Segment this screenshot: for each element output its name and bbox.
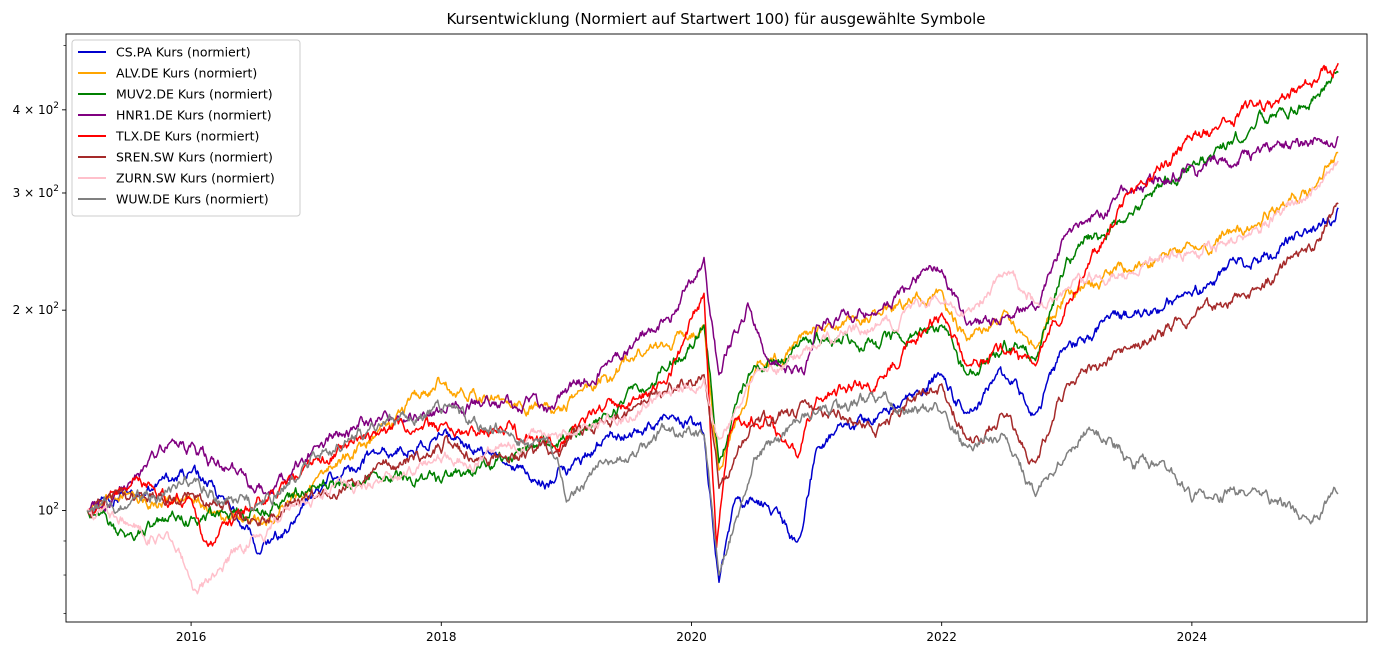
legend-label: HNR1.DE Kurs (normiert) bbox=[116, 108, 272, 123]
plot-area bbox=[86, 62, 1339, 595]
axes: 2016 2018 2020 2022 2024 102 2 × 102 3 × 102 4 ×… bbox=[13, 33, 1368, 644]
x-tick-label: 2018 bbox=[426, 630, 457, 644]
plot-frame bbox=[65, 33, 1368, 623]
legend-label: MUV2.DE Kurs (normiert) bbox=[116, 87, 273, 102]
legend-label: CS.PA Kurs (normiert) bbox=[116, 45, 251, 60]
series-line bbox=[86, 391, 1339, 576]
series-line bbox=[86, 70, 1339, 542]
x-tick-label: 2020 bbox=[676, 630, 707, 644]
legend-label: SREN.SW Kurs (normiert) bbox=[116, 150, 273, 165]
y-tick-label: 4 × 102 bbox=[13, 101, 59, 117]
y-tick-label: 102 bbox=[38, 502, 59, 518]
legend-label: ZURN.SW Kurs (normiert) bbox=[116, 171, 275, 186]
legend-label: ALV.DE Kurs (normiert) bbox=[116, 66, 257, 81]
legend-label: TLX.DE Kurs (normiert) bbox=[115, 129, 259, 144]
legend-box bbox=[71, 39, 301, 217]
legend-label: WUW.DE Kurs (normiert) bbox=[116, 192, 269, 207]
legend: CS.PA Kurs (normiert) ALV.DE Kurs (normie… bbox=[71, 39, 301, 217]
series-line bbox=[86, 160, 1339, 595]
x-tick-label: 2016 bbox=[176, 630, 207, 644]
chart-title: Kursentwicklung (Normiert auf Startwert … bbox=[446, 10, 985, 28]
series-line bbox=[86, 62, 1339, 549]
x-tick-label: 2024 bbox=[1177, 630, 1208, 644]
y-tick-label: 2 × 102 bbox=[13, 301, 59, 317]
y-tick-label: 3 × 102 bbox=[13, 184, 59, 200]
x-tick-label: 2022 bbox=[926, 630, 957, 644]
